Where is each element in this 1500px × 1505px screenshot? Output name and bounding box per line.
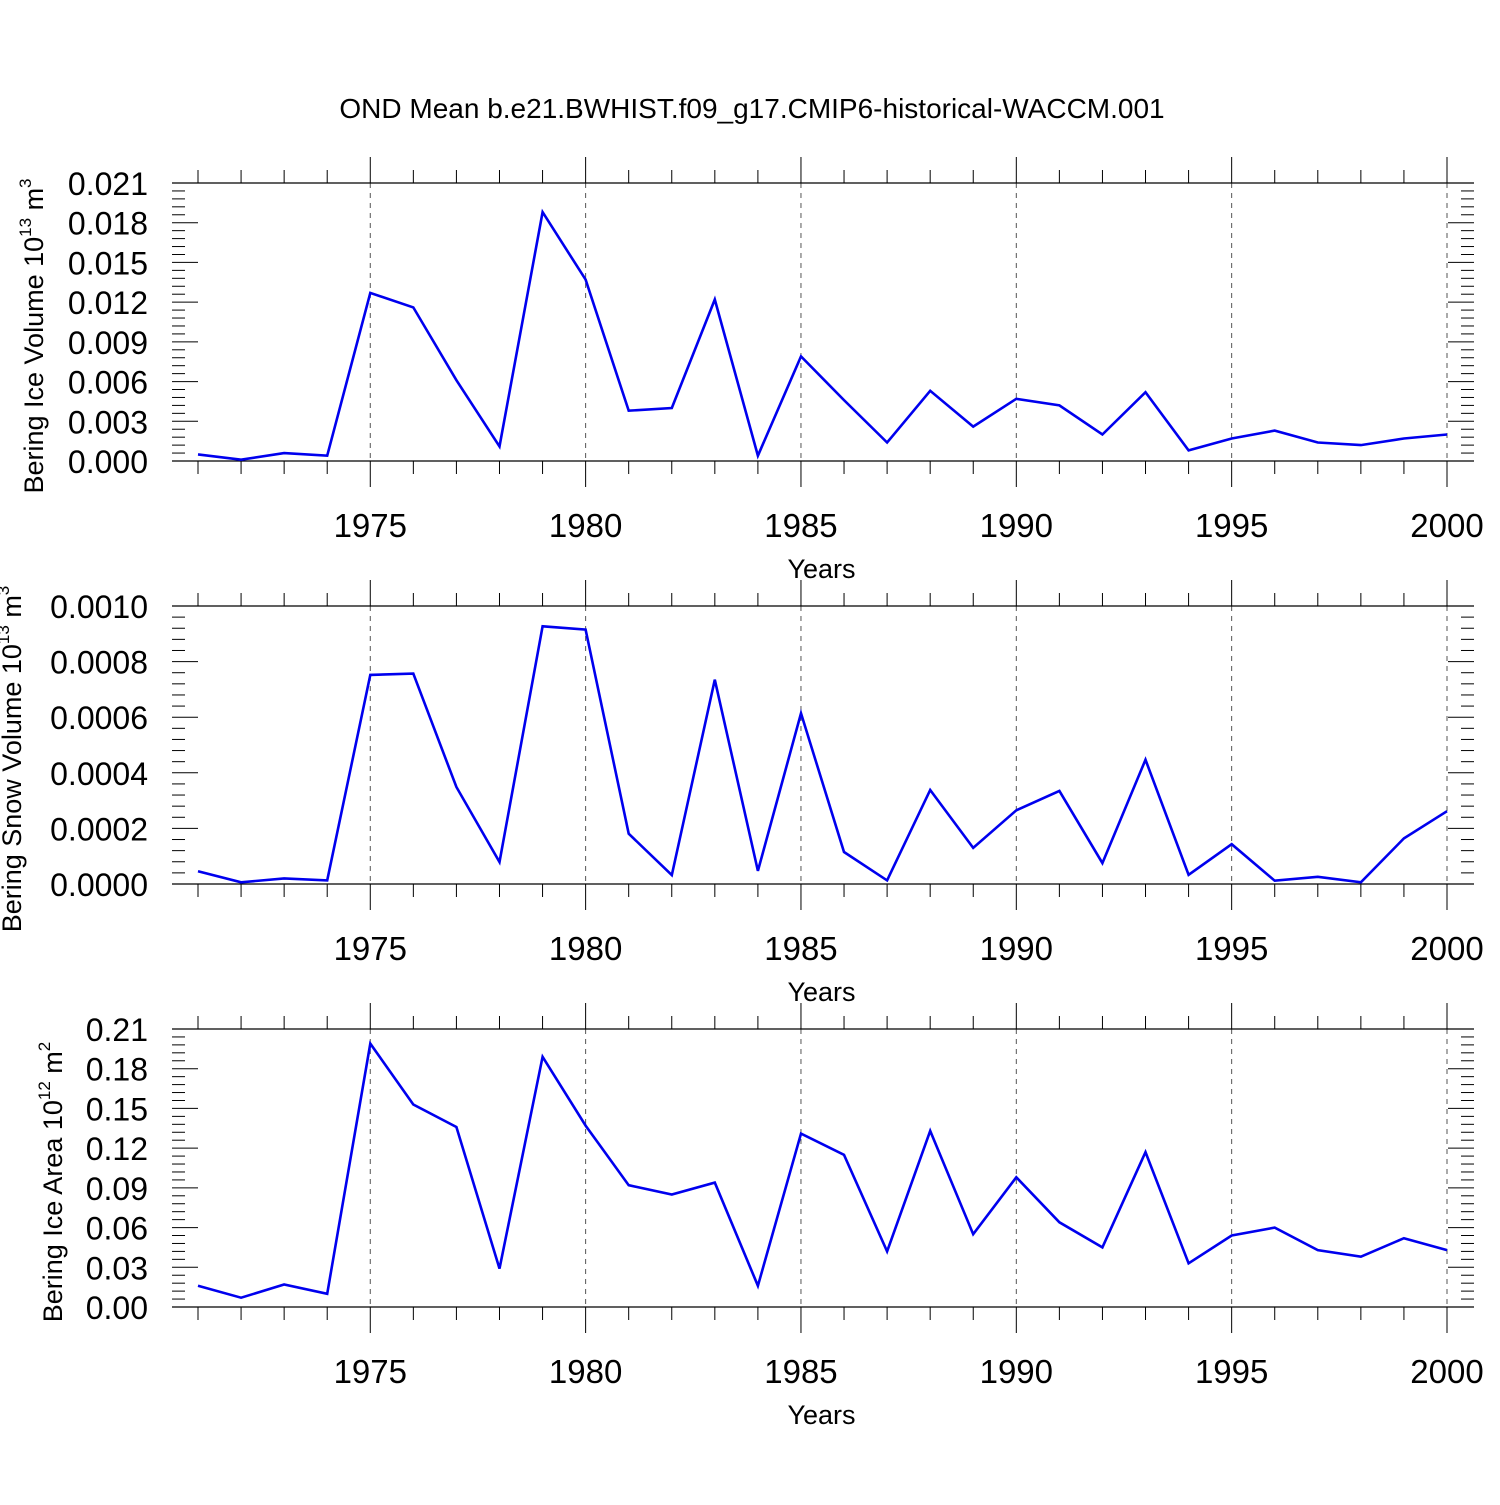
panel-1-x-axis-label: Years — [787, 554, 855, 584]
panel-1-x-tick-label: 1995 — [1195, 507, 1268, 544]
panel-1-y-tick-label: 0.012 — [68, 285, 148, 321]
panel-3-y-tick-label: 0.21 — [86, 1012, 148, 1048]
panel-2-x-tick-label: 1995 — [1195, 930, 1268, 967]
panel-1-x-tick-label: 1980 — [549, 507, 622, 544]
panel-1-y-axis-label: Bering Ice Volume 1013 m3 — [16, 178, 49, 493]
panel-1-x-tick-label: 1990 — [980, 507, 1053, 544]
panel-2-y-axis-label: Bering Snow Volume 1013 m3 — [0, 586, 27, 933]
panel-1-y-tick-label: 0.000 — [68, 444, 148, 480]
panel-1-y-tick-label: 0.015 — [68, 245, 148, 281]
panel-3-x-tick-label: 1990 — [980, 1353, 1053, 1390]
panel-1-series-line — [197, 208, 1448, 462]
panel-3-y-tick-label: 0.00 — [86, 1290, 148, 1326]
panel-1-x-tick-label: 2000 — [1410, 507, 1483, 544]
panel-2-x-tick-label: 1985 — [764, 930, 837, 967]
panel-3-x-tick-label: 1975 — [334, 1353, 407, 1390]
panel-2-y-tick-label: 0.0008 — [50, 645, 148, 681]
panel-3-y-tick-label: 0.18 — [86, 1052, 148, 1088]
panel-1-y-tick-label: 0.009 — [68, 325, 148, 361]
panel-2-series-line — [197, 624, 1448, 884]
panel-1-y-tick-label: 0.003 — [68, 404, 148, 440]
panel-2-y-tick-label: 0.0006 — [50, 700, 148, 736]
panel-3-x-tick-label: 1985 — [764, 1353, 837, 1390]
panel-3-y-tick-label: 0.06 — [86, 1211, 148, 1247]
panel-3-y-tick-label: 0.12 — [86, 1131, 148, 1167]
panel-2-y-tick-label: 0.0004 — [50, 756, 148, 792]
panel-1-y-tick-label: 0.021 — [68, 166, 148, 202]
panel-2-y-tick-label: 0.0002 — [50, 811, 148, 847]
panel-1-y-tick-label: 0.006 — [68, 365, 148, 401]
panel-3-x-tick-label: 1995 — [1195, 1353, 1268, 1390]
panel-3-y-tick-label: 0.09 — [86, 1171, 148, 1207]
panel-2-x-tick-label: 1975 — [334, 930, 407, 967]
panel-3-x-tick-label: 2000 — [1410, 1353, 1483, 1390]
panel-3-x-tick-label: 1980 — [549, 1353, 622, 1390]
panel-3-y-tick-label: 0.15 — [86, 1091, 148, 1127]
panel-3-y-axis-label: Bering Ice Area 1012 m2 — [35, 1042, 68, 1323]
panel-2-y-tick-label: 0.0000 — [50, 867, 148, 903]
panel-3-x-axis-label: Years — [787, 1400, 855, 1430]
figure-title: OND Mean b.e21.BWHIST.f09_g17.CMIP6-hist… — [339, 93, 1164, 124]
panel-2-x-tick-label: 2000 — [1410, 930, 1483, 967]
panel-2-y-tick-label: 0.0010 — [50, 589, 148, 625]
panel-1-x-tick-label: 1975 — [334, 507, 407, 544]
panel-3-y-tick-label: 0.03 — [86, 1250, 148, 1286]
panel-1-y-tick-label: 0.018 — [68, 206, 148, 242]
panel-2-x-tick-label: 1990 — [980, 930, 1053, 967]
panel-2-x-axis-label: Years — [787, 977, 855, 1007]
panel-2-x-tick-label: 1980 — [549, 930, 622, 967]
panel-3-series-line — [197, 1040, 1448, 1300]
panel-1-x-tick-label: 1985 — [764, 507, 837, 544]
